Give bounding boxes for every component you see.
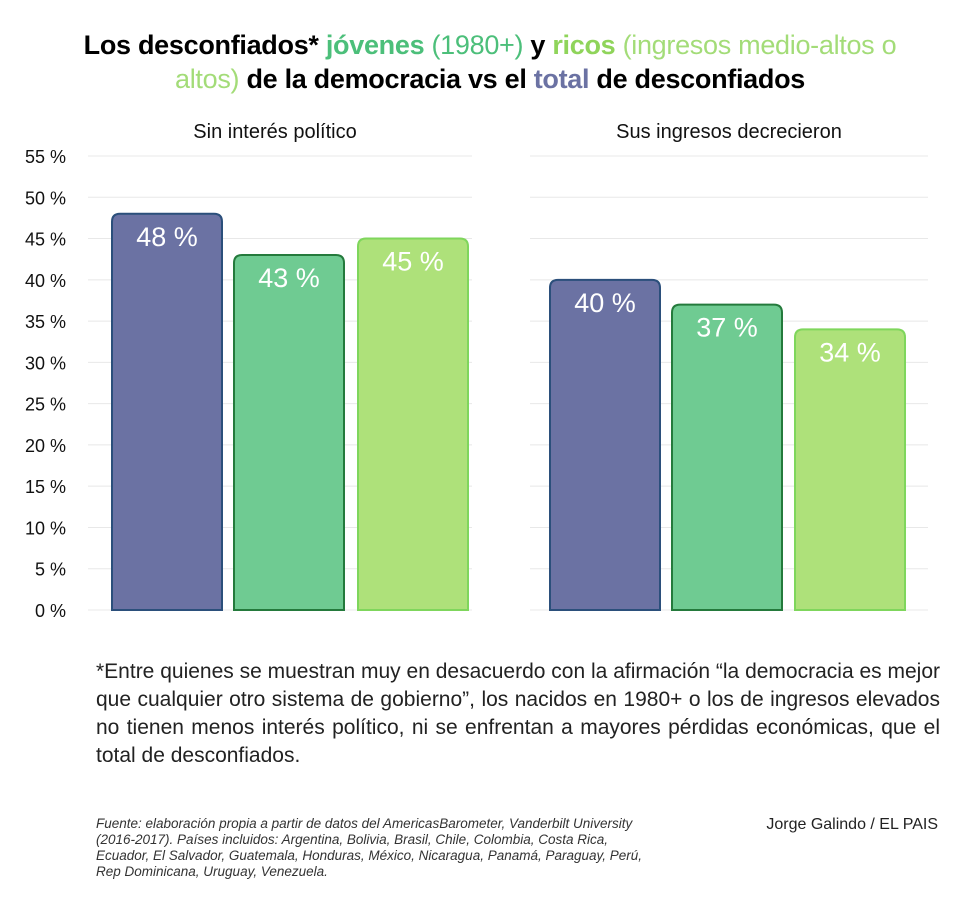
- source-note: Fuente: elaboración propia a partir de d…: [96, 816, 643, 879]
- y-tick-label: 55 %: [25, 147, 66, 167]
- chart-title: Los desconfiados* jóvenes (1980+) y rico…: [60, 28, 920, 96]
- data-label: 37 %: [696, 313, 758, 343]
- title-part: y: [530, 30, 553, 60]
- y-tick-label: 45 %: [25, 230, 66, 250]
- credit: Jorge Galindo / EL PAIS: [766, 816, 938, 833]
- y-tick-label: 25 %: [25, 395, 66, 415]
- data-label: 40 %: [574, 288, 636, 318]
- data-label: 48 %: [136, 222, 198, 252]
- footnote: *Entre quienes se muestran muy en desacu…: [96, 660, 940, 767]
- title-part: ricos: [552, 30, 616, 60]
- y-tick-label: 30 %: [25, 353, 66, 373]
- title-part: total: [533, 64, 590, 94]
- title-part: Los desconfiados*: [83, 30, 326, 60]
- bar: [794, 328, 906, 611]
- panel-title: Sin interés político: [193, 121, 356, 143]
- title-part: (1980+): [424, 30, 531, 60]
- title-part: de desconfiados: [589, 64, 805, 94]
- panel-title: Sus ingresos decrecieron: [616, 121, 842, 143]
- y-tick-label: 0 %: [35, 601, 66, 621]
- data-label: 34 %: [819, 337, 881, 367]
- data-label: 43 %: [258, 263, 320, 293]
- y-tick-label: 15 %: [25, 477, 66, 497]
- title-part: jóvenes: [325, 30, 425, 60]
- bar: [233, 254, 345, 611]
- bar: [111, 212, 223, 611]
- y-tick-label: 35 %: [25, 312, 66, 332]
- bar: [671, 303, 783, 611]
- y-tick-label: 20 %: [25, 436, 66, 456]
- bar: [549, 278, 661, 611]
- bar-chart: 0 % 5 % 10 % 15 % 20 % 25 % 30 % 35 % 40 % 45 % 50…: [25, 121, 928, 621]
- y-tick-label: 50 %: [25, 188, 66, 208]
- y-tick-label: 10 %: [25, 518, 66, 538]
- bar: [357, 237, 469, 611]
- title-part: (ingresos medio-altos o altos): [175, 30, 897, 94]
- y-tick-label: 5 %: [35, 560, 66, 580]
- data-label: 45 %: [382, 247, 444, 277]
- title-part: de la democracia vs el: [246, 64, 534, 94]
- y-tick-label: 40 %: [25, 271, 66, 291]
